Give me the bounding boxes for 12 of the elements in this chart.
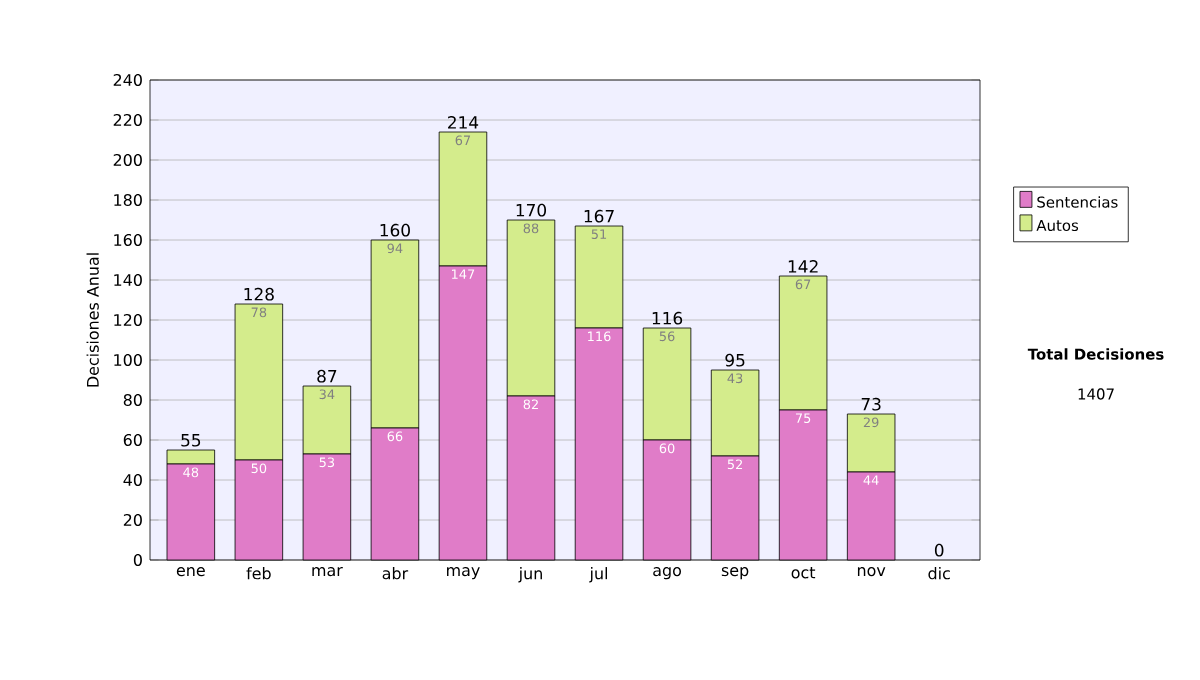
total-label: 87 bbox=[317, 369, 337, 383]
total-label: 116 bbox=[652, 311, 683, 325]
total-label: 55 bbox=[181, 434, 201, 447]
total-label: 95 bbox=[725, 353, 745, 367]
total-label: 167 bbox=[584, 209, 614, 223]
total-label: 142 bbox=[788, 260, 818, 273]
total-label: 170 bbox=[516, 203, 547, 217]
total-label: 128 bbox=[244, 287, 274, 301]
total-label: 160 bbox=[380, 223, 410, 237]
total-label: 214 bbox=[448, 116, 479, 129]
total-label: 0 bbox=[934, 543, 944, 557]
total-label: 73 bbox=[861, 397, 881, 411]
